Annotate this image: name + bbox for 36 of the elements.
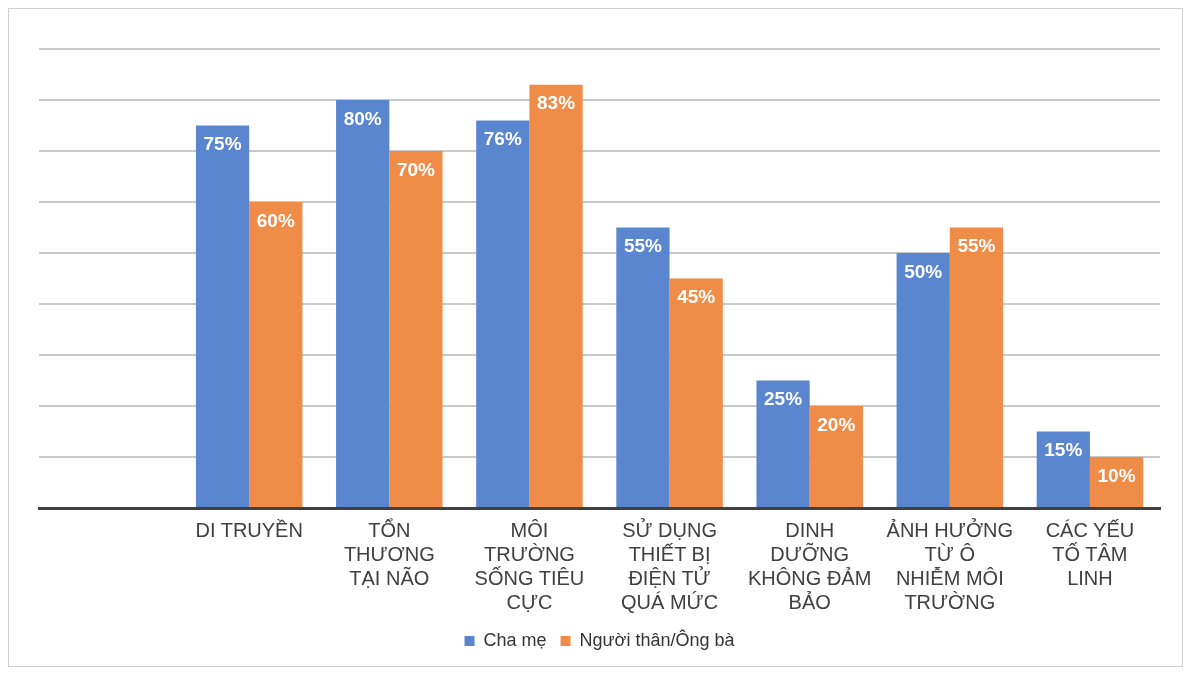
bar [616,227,670,507]
bar [949,227,1004,507]
x-tick-label: DINH DƯỠNG KHÔNG ĐẢM BẢO [748,518,872,613]
data-label: 75% [203,133,242,155]
data-label: 10% [1097,464,1136,486]
x-tick-label: TỔN THƯƠNG TẠI NÃO [343,517,435,589]
x-tick-label: CÁC YẾU TỐ TÂM LINH [1045,518,1135,589]
bar [896,253,950,507]
data-label: 20% [817,413,856,435]
legend-label: Người thân/Ông bà [579,628,736,650]
x-tick-label: MÔI TRƯỜNG SỐNG TIÊU CỰC [474,518,585,613]
bar [1036,431,1090,507]
bar [476,120,530,507]
data-label: 83% [537,92,576,114]
bar [195,125,250,507]
bar [249,202,303,507]
data-label: 70% [396,158,436,180]
data-label: 50% [904,260,943,282]
data-label: 60% [256,209,295,231]
bar [809,406,863,507]
bar [389,151,443,507]
data-label: 55% [957,235,996,257]
bar [669,278,723,507]
bar [756,380,810,507]
data-label: 76% [483,128,522,150]
x-tick-label: SỬ DỤNG THIẾT BỊ ĐIỆN TỬ QUÁ MỨC [621,517,719,613]
data-label: 80% [343,107,382,129]
bar [529,84,583,507]
data-label: 15% [1044,439,1083,461]
x-tick-label: ẢNH HƯỞNG TỪ Ô NHIỄM MÔI TRƯỜNG [886,517,1014,613]
data-label: 45% [677,286,716,308]
bar [336,100,390,507]
data-label: 55% [623,235,663,257]
data-label: 25% [764,388,803,410]
x-tick-label: DI TRUYỀN [195,518,303,541]
legend-label: Cha mẹ [483,629,547,650]
